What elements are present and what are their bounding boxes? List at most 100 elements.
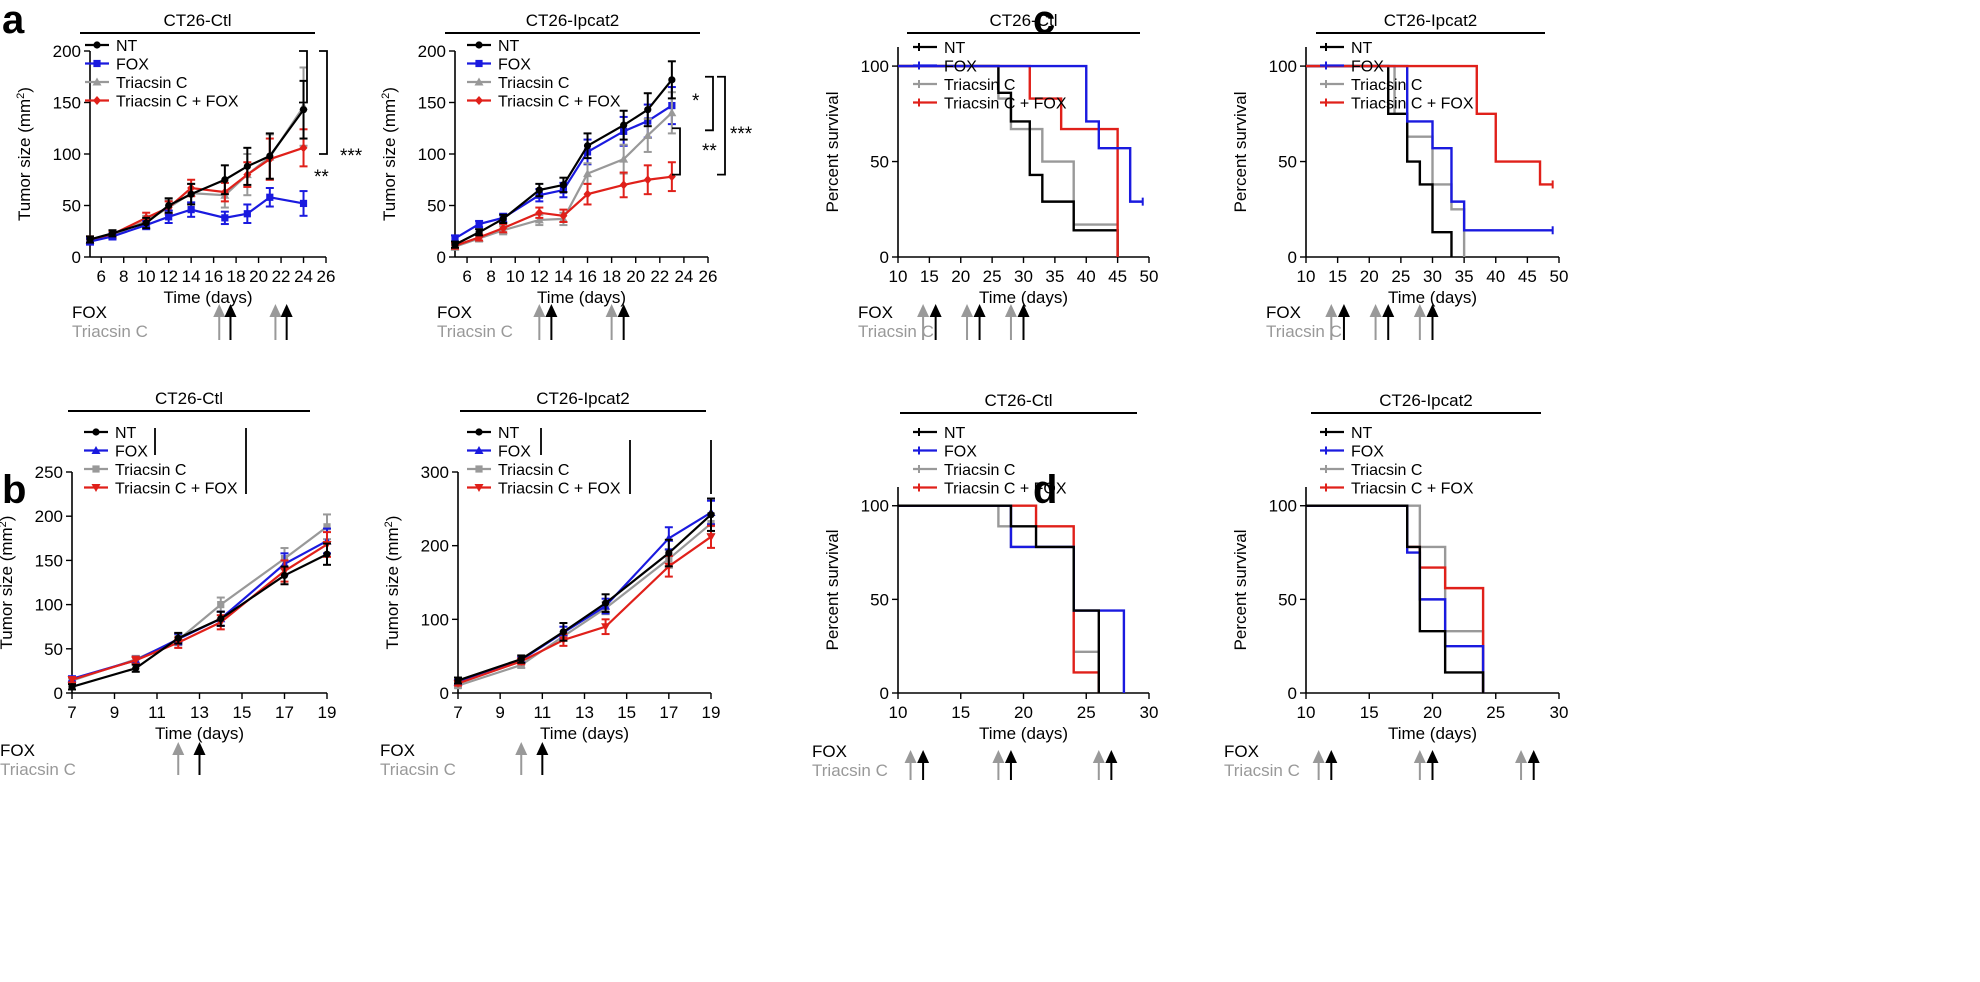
nt-marker: [475, 228, 483, 236]
y-axis-label: Tumor size (mm2): [383, 516, 402, 650]
chart-title: CT26-Ctl: [989, 11, 1057, 30]
triacsin-marker: [323, 523, 331, 531]
y-tick-label: 100: [418, 145, 446, 164]
nt-marker: [299, 106, 308, 114]
series-fox: [898, 64, 1144, 206]
chart-a1: CT26-Ctl 0 50 100 150 200 6 8 10 12 14 16 18 20 22 24 26…: [15, 11, 363, 341]
legend-label: Triacsin C: [1351, 77, 1422, 94]
series-nt: [898, 504, 1100, 693]
x-tick-label: 25: [1486, 703, 1505, 722]
survival-curve: [898, 64, 1143, 203]
x-tick-label: 14: [182, 267, 201, 286]
legend-entry: NT: [467, 425, 520, 442]
legend-entry: Triacsin C: [913, 77, 1015, 94]
chart-title: CT26-Ctl: [984, 391, 1052, 410]
legend-entry: NT: [85, 38, 138, 55]
legend-label: NT: [1351, 40, 1373, 57]
triacsin-marker: [92, 465, 100, 473]
bracket-line: [717, 75, 726, 176]
y-tick-label: 0: [1288, 684, 1297, 703]
fox-treatment-label: FOX: [812, 742, 847, 761]
survival-curve: [898, 504, 1100, 693]
legend-entry: Triacsin C + FOX: [85, 94, 239, 111]
x-tick-label: 35: [1045, 267, 1064, 286]
x-tick-label: 30: [1140, 703, 1159, 722]
x-tick-label: 50: [1140, 267, 1159, 286]
legend-label: Triacsin C + FOX: [944, 96, 1067, 113]
y-tick-label: 0: [72, 248, 81, 267]
legend-entry: FOX: [84, 444, 148, 461]
chart-d2: CT26-Ipcat2 0 50 100 10 15 20 25 30 Time (days) Pe…: [1224, 391, 1568, 780]
series-fox: [86, 186, 308, 246]
fox-arrow-head: [1382, 304, 1395, 317]
series-triacsin-c-fox: [1306, 504, 1485, 693]
significance-bracket: ***: [319, 50, 363, 167]
y-axis-label: Percent survival: [823, 92, 842, 213]
y-axis-label-part: ): [0, 516, 16, 522]
nt-marker: [559, 628, 568, 636]
x-axis-label: Time (days): [1388, 724, 1477, 743]
x-tick-label: 17: [275, 703, 294, 722]
legend-entry: Triacsin C + FOX: [913, 96, 1067, 113]
series-line: [457, 511, 712, 683]
fox-treatment-label: FOX: [380, 741, 415, 760]
nt-marker: [475, 41, 483, 49]
fox-marker: [451, 234, 459, 243]
panel-label-a: a: [2, 0, 25, 42]
legend-entry: NT: [84, 425, 137, 442]
legend-label: Triacsin C: [498, 75, 569, 92]
legend-label: NT: [944, 40, 966, 57]
x-tick-label: 10: [1297, 703, 1316, 722]
x-tick-label: 9: [495, 703, 504, 722]
fox-arrow-head: [1004, 750, 1017, 763]
series-nt: [898, 64, 1119, 257]
fox-marker: [187, 206, 195, 214]
y-tick-label: 50: [870, 590, 889, 609]
x-tick-label: 40: [1077, 267, 1096, 286]
y-tick-label: 200: [418, 42, 446, 61]
y-tick-label: 100: [861, 497, 889, 516]
nt-marker: [668, 76, 676, 84]
fox-arrow-head: [929, 304, 942, 317]
x-tick-label: 19: [318, 703, 337, 722]
y-axis-label: Tumor size (mm2): [0, 516, 16, 650]
chart-b1: CT26-Ctl 0 50 100 10 15 20 25 30 35 40 45 50 Time (da…: [823, 11, 1158, 341]
y-tick-label: 50: [427, 197, 446, 216]
series-fox: [67, 527, 332, 683]
triacsin-marker: [475, 465, 483, 473]
legend-entry: Triacsin C + FOX: [1320, 96, 1474, 113]
triacsin-marker: [534, 215, 544, 224]
legend-label: Triacsin C + FOX: [116, 94, 239, 111]
bracket-line: [705, 75, 714, 132]
series-triacsin-c-fox: [86, 128, 308, 244]
y-tick-label: 150: [418, 94, 446, 113]
x-tick-label: 24: [294, 267, 313, 286]
bracket-line: [319, 50, 328, 155]
x-tick-label: 45: [1518, 267, 1537, 286]
x-axis-label: Time (days): [163, 288, 252, 307]
chart-title: CT26-Ctl: [155, 389, 223, 408]
chart-c2: CT26-Ipcat2 0 100 200 300 7 9 11 13 15 17 19 Time (d…: [380, 389, 720, 779]
x-tick-label: 45: [1108, 267, 1127, 286]
significance-label: ***: [340, 146, 363, 167]
x-tick-label: 26: [317, 267, 336, 286]
nt-marker: [217, 615, 225, 623]
legend-entry: Triacsin C: [1320, 77, 1422, 94]
y-tick-label: 0: [440, 684, 449, 703]
triacsin-arrow-head: [1092, 750, 1105, 763]
x-tick-label: 10: [506, 267, 525, 286]
x-tick-label: 10: [889, 703, 908, 722]
legend-entry: Triacsin C + FOX: [913, 481, 1067, 498]
x-tick-label: 7: [67, 703, 76, 722]
x-tick-label: 19: [702, 703, 721, 722]
legend-entry: Triacsin C + FOX: [84, 481, 238, 498]
triacsin-treatment-label: Triacsin C: [812, 761, 888, 780]
triacsin-treatment-label: Triacsin C: [858, 322, 934, 341]
y-axis-label: Tumor size (mm2): [15, 87, 34, 221]
legend-label: Triacsin C: [115, 462, 186, 479]
nt-marker: [559, 181, 568, 189]
x-tick-label: 6: [97, 267, 106, 286]
legend-label: FOX: [498, 57, 531, 74]
series-nt: [454, 497, 715, 685]
